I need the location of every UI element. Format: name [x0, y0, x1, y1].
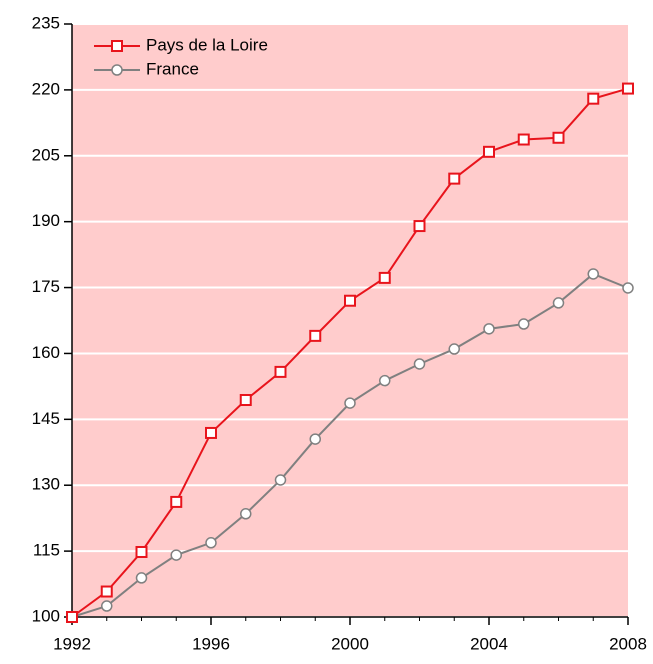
- point: [66, 611, 78, 623]
- y-tick-label: 130: [32, 475, 60, 494]
- x-tick-label: 2008: [609, 634, 647, 653]
- y-tick-label: 175: [32, 277, 60, 296]
- point: [379, 374, 391, 387]
- legend-label: France: [146, 59, 199, 78]
- point: [552, 297, 565, 309]
- point: [239, 394, 252, 407]
- point: [483, 145, 495, 158]
- y-tick-label: 220: [32, 79, 60, 98]
- point: [170, 549, 182, 561]
- point: [240, 508, 252, 520]
- point: [309, 329, 322, 342]
- legend-marker: [111, 40, 123, 52]
- plot-area: [72, 24, 628, 617]
- y-tick-label: 205: [32, 145, 60, 164]
- point: [448, 343, 460, 355]
- point: [344, 397, 356, 409]
- point: [483, 323, 495, 335]
- point: [135, 545, 148, 558]
- point: [448, 172, 461, 185]
- point: [100, 585, 113, 598]
- y-tick-label: 235: [32, 13, 60, 32]
- legend-marker: [111, 64, 123, 76]
- point: [587, 268, 599, 280]
- point: [587, 92, 600, 105]
- point: [309, 433, 321, 445]
- y-tick-label: 145: [32, 409, 60, 428]
- point: [205, 537, 217, 549]
- x-tick-label: 1992: [53, 634, 91, 653]
- point: [413, 358, 426, 370]
- point: [378, 271, 391, 284]
- point: [552, 131, 565, 144]
- point: [135, 572, 148, 584]
- point: [413, 220, 426, 233]
- y-tick-label: 100: [32, 606, 60, 625]
- point: [622, 82, 634, 95]
- y-tick-label: 160: [32, 343, 60, 362]
- x-tick-label: 1996: [192, 634, 230, 653]
- point: [205, 426, 217, 439]
- y-tick-label: 115: [33, 541, 60, 560]
- point: [344, 294, 356, 307]
- legend-label: Pays de la Loire: [146, 35, 268, 54]
- point: [274, 474, 287, 486]
- x-tick-label: 2004: [470, 634, 508, 653]
- point: [101, 600, 113, 612]
- point: [170, 495, 183, 508]
- x-tick-label: 2000: [331, 634, 369, 653]
- point: [517, 133, 530, 146]
- y-tick-label: 190: [32, 211, 60, 230]
- point: [274, 365, 287, 378]
- point: [622, 282, 634, 294]
- point: [518, 318, 530, 330]
